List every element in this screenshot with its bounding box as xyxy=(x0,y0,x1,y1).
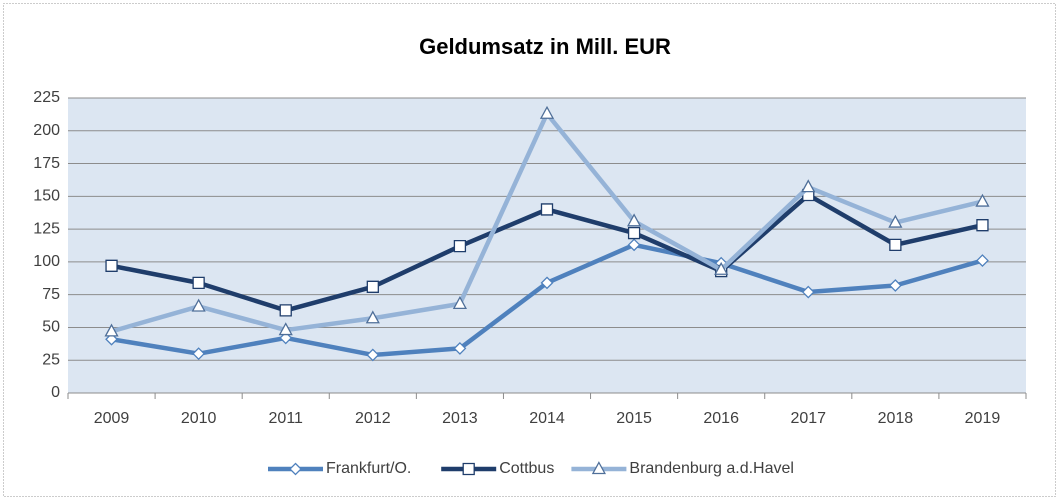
y-tick-label: 50 xyxy=(42,319,60,336)
data-point xyxy=(889,238,902,251)
data-point xyxy=(976,254,989,267)
legend-label: Brandenburg a.d.Havel xyxy=(629,460,794,477)
y-tick-label: 225 xyxy=(33,89,60,106)
data-point xyxy=(453,240,467,253)
x-tick-label: 2013 xyxy=(442,410,478,427)
y-tick-label: 150 xyxy=(33,188,60,205)
chart-title: Geldumsatz in Mill. EUR xyxy=(419,34,671,59)
data-point xyxy=(453,342,467,355)
data-point xyxy=(888,279,902,292)
data-point xyxy=(104,323,119,337)
y-tick-label: 25 xyxy=(42,351,60,368)
data-point xyxy=(105,259,118,272)
data-point xyxy=(975,193,990,207)
legend-label: Frankfurt/O. xyxy=(326,460,411,477)
data-point xyxy=(279,304,292,317)
x-tick-label: 2016 xyxy=(703,410,739,427)
x-tick-label: 2014 xyxy=(529,410,565,427)
data-point xyxy=(627,226,641,240)
data-point xyxy=(539,105,555,119)
x-tick-label: 2018 xyxy=(878,410,914,427)
x-tick-label: 2019 xyxy=(965,410,1001,427)
plot-area xyxy=(68,98,1026,393)
y-tick-label: 125 xyxy=(33,220,60,237)
data-point xyxy=(452,295,468,309)
x-tick-label: 2017 xyxy=(790,410,826,427)
legend-marker xyxy=(591,461,606,475)
data-point xyxy=(627,238,641,252)
data-point xyxy=(192,276,205,290)
data-point xyxy=(976,219,989,232)
data-point xyxy=(801,285,815,299)
data-point xyxy=(365,310,380,324)
x-tick-label: 2015 xyxy=(616,410,652,427)
data-point xyxy=(278,322,293,336)
x-tick-label: 2011 xyxy=(269,410,304,427)
data-point xyxy=(888,214,903,228)
data-point xyxy=(540,276,554,290)
y-tick-label: 0 xyxy=(51,384,60,401)
data-point xyxy=(366,348,380,362)
y-tick-label: 75 xyxy=(42,286,60,303)
data-point xyxy=(366,280,379,293)
legend-label: Cottbus xyxy=(499,460,554,477)
legend-marker xyxy=(462,462,475,476)
data-point xyxy=(626,213,642,227)
x-tick-label: 2010 xyxy=(181,410,217,427)
data-point xyxy=(714,261,729,275)
x-tick-label: 2009 xyxy=(94,410,130,427)
data-point xyxy=(801,179,816,193)
x-tick-label: 2012 xyxy=(355,410,391,427)
y-tick-label: 175 xyxy=(33,155,60,172)
y-tick-label: 200 xyxy=(33,122,60,139)
legend-marker xyxy=(289,462,302,476)
data-point xyxy=(192,347,206,361)
data-point xyxy=(191,298,206,312)
data-point xyxy=(540,203,554,216)
y-tick-label: 100 xyxy=(33,253,60,270)
